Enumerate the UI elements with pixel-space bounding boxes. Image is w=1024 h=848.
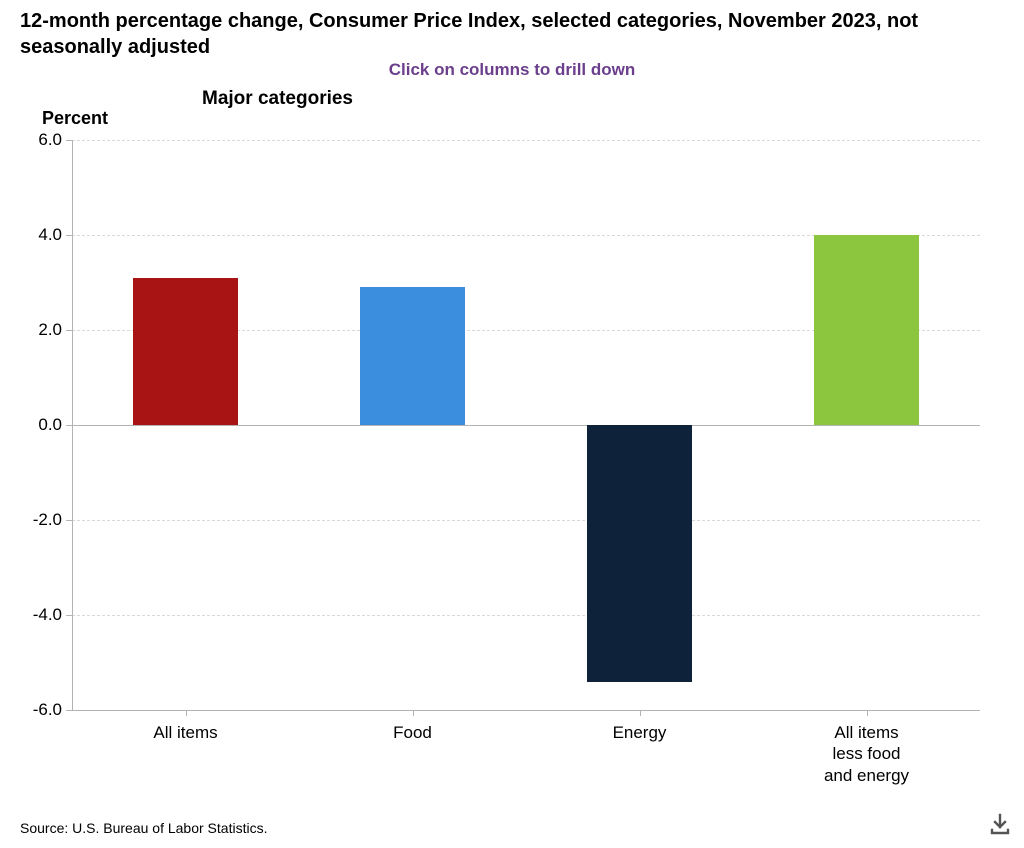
gridline — [72, 140, 980, 141]
plot-area: 6.04.02.00.0-2.0-4.0-6.0All itemsFoodEne… — [72, 140, 980, 710]
x-tick-label: Food — [299, 722, 526, 743]
download-icon — [988, 812, 1012, 836]
source-note: Source: U.S. Bureau of Labor Statistics. — [20, 820, 267, 836]
y-tick-label: 2.0 — [16, 320, 62, 340]
y-tick-label: 0.0 — [16, 415, 62, 435]
y-tick-label: -6.0 — [16, 700, 62, 720]
y-axis-title: Percent — [42, 108, 108, 129]
y-tick-label: -2.0 — [16, 510, 62, 530]
gridline — [72, 520, 980, 521]
section-label: Major categories — [202, 88, 353, 110]
bar[interactable] — [587, 425, 691, 682]
x-axis-line — [72, 710, 980, 711]
zero-line — [72, 425, 980, 426]
chart-title: 12-month percentage change, Consumer Pri… — [20, 8, 980, 60]
y-tick-label: 4.0 — [16, 225, 62, 245]
y-tick-label: 6.0 — [16, 130, 62, 150]
y-tick-label: -4.0 — [16, 605, 62, 625]
chart-subtitle: Click on columns to drill down — [0, 60, 1024, 80]
bar[interactable] — [814, 235, 918, 425]
chart-container: 12-month percentage change, Consumer Pri… — [0, 0, 1024, 848]
x-tick-label: All itemsless foodand energy — [753, 722, 980, 786]
y-axis-line — [72, 140, 73, 710]
download-button[interactable] — [988, 812, 1012, 841]
bar[interactable] — [360, 287, 464, 425]
gridline — [72, 615, 980, 616]
bar[interactable] — [133, 278, 237, 425]
x-tick-label: All items — [72, 722, 299, 743]
x-tick-label: Energy — [526, 722, 753, 743]
